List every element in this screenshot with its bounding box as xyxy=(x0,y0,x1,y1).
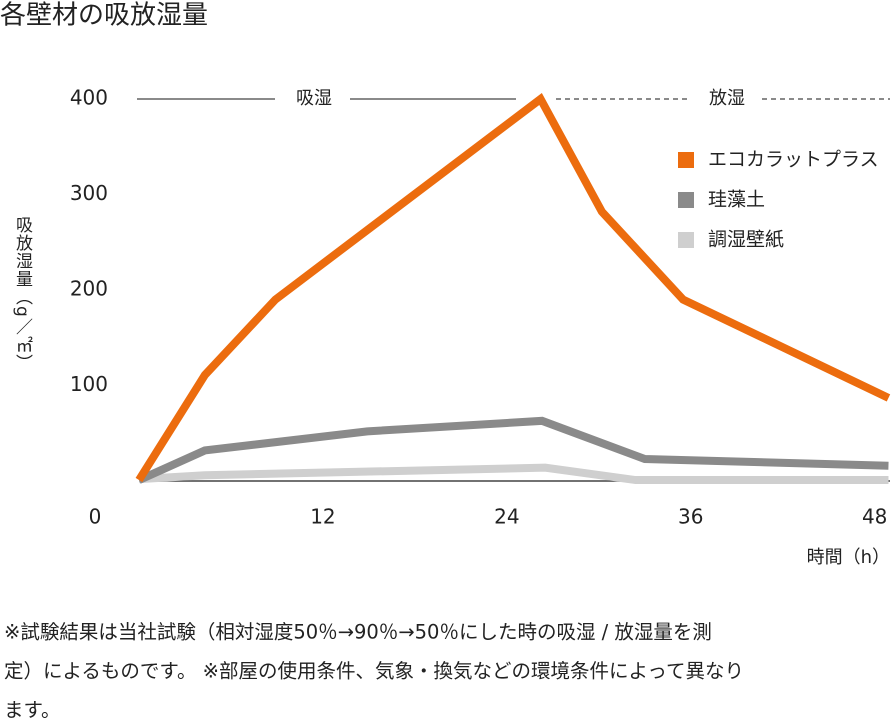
x-tick-label: 12 xyxy=(310,505,335,529)
y-tick-label: 400 xyxy=(70,86,108,110)
x-tick-label: 24 xyxy=(494,505,519,529)
y-axis-label: 吸放湿量（g／㎡） xyxy=(12,216,32,372)
y-tick-label: 300 xyxy=(70,181,108,205)
footnote: 定）によるものです。 ※部屋の使用条件、気象・換気などの環境条件によって異なり xyxy=(4,660,744,683)
series-line xyxy=(137,416,889,484)
footnote: ※試験結果は当社試験（相対湿度50％→90％→50％にした時の吸湿 / 放湿量を… xyxy=(4,621,712,644)
legend-label: 調湿壁紙 xyxy=(708,229,784,251)
legend-swatch xyxy=(678,232,694,248)
x-tick-label: 48 xyxy=(862,505,887,529)
footnote: ます。 xyxy=(4,699,61,722)
series-line xyxy=(135,93,891,483)
x-tick-label: 0 xyxy=(89,505,102,529)
chart-title: 各壁材の吸放湿量 xyxy=(0,1,208,31)
legend-label: 珪藻土 xyxy=(708,189,765,211)
legend-label: エコカラットプラス xyxy=(708,149,879,171)
annotation: 放湿 xyxy=(709,88,745,109)
x-axis-label: 時間（h） xyxy=(807,547,890,568)
series-line xyxy=(138,463,889,485)
annotation: 吸湿 xyxy=(296,88,332,109)
legend-swatch xyxy=(678,192,694,208)
legend-swatch xyxy=(678,152,694,168)
y-tick-label: 100 xyxy=(70,372,108,396)
x-tick-label: 36 xyxy=(678,505,703,529)
y-tick-label: 200 xyxy=(70,277,108,301)
